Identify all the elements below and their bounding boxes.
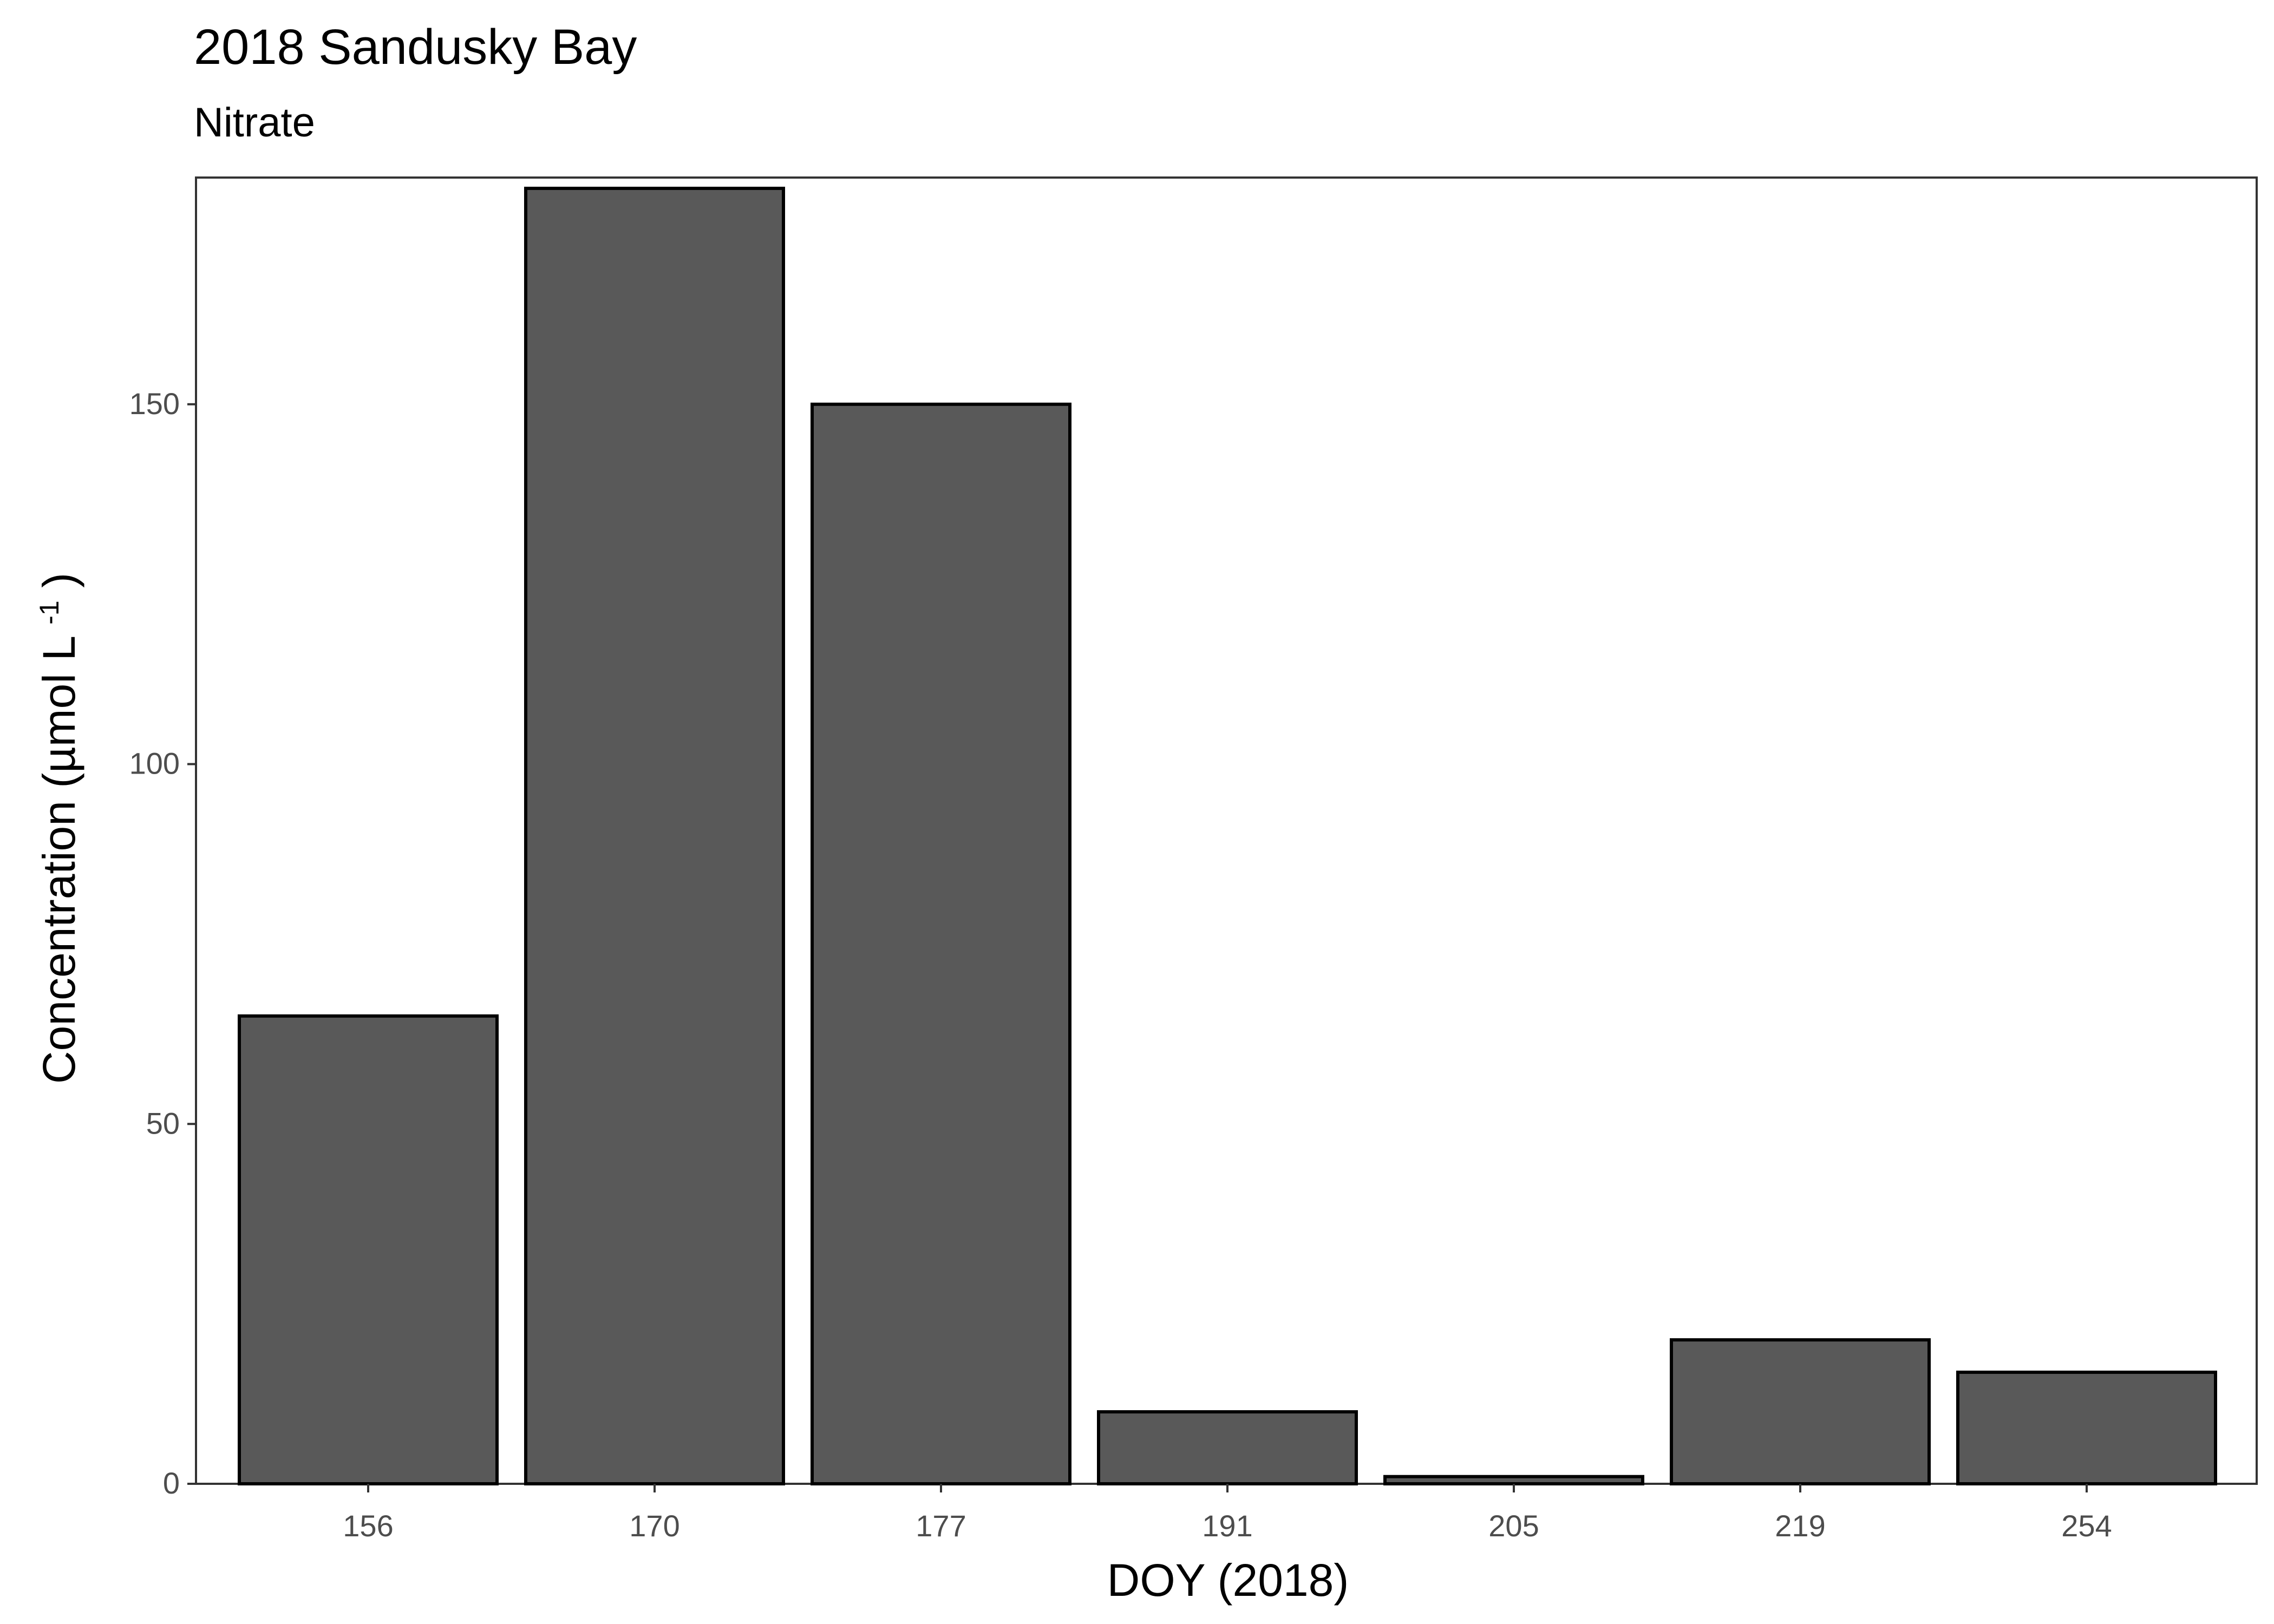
y-axis-title: Concentration (µmol L -1 ) xyxy=(17,573,84,1084)
x-tick-label-254: 254 xyxy=(2061,1509,2112,1543)
bar-191 xyxy=(1097,1410,1358,1485)
chart-subtitle: Nitrate xyxy=(194,100,315,146)
x-tick-label-177: 177 xyxy=(916,1509,966,1543)
bar-254 xyxy=(1956,1370,2217,1486)
bar-156 xyxy=(238,1014,499,1485)
y-axis-title-main: Concentration (µmol L xyxy=(34,637,84,1084)
x-axis-title: DOY (2018) xyxy=(1107,1555,1349,1606)
x-tick-label-219: 219 xyxy=(1775,1509,1825,1543)
bar-177 xyxy=(811,402,1071,1485)
x-tick-label-191: 191 xyxy=(1202,1509,1252,1543)
chart-title: 2018 Sandusky Bay xyxy=(194,19,637,75)
y-axis-title-close: ) xyxy=(34,573,84,588)
y-tick-label-50: 50 xyxy=(146,1106,180,1140)
bar-205 xyxy=(1383,1475,1644,1486)
y-tick-label-150: 150 xyxy=(129,387,180,421)
plot-area: 0 50 100 150 156 170 177 191 205 219 254 xyxy=(129,176,2258,1543)
plot-panel-border xyxy=(195,176,2258,1485)
bar-170 xyxy=(524,186,785,1485)
y-axis-title-superscript: -1 xyxy=(34,600,64,624)
y-tick-label-0: 0 xyxy=(163,1466,180,1500)
y-tick-label-100: 100 xyxy=(129,746,180,781)
bar-219 xyxy=(1670,1338,1931,1486)
x-tick-label-205: 205 xyxy=(1488,1509,1539,1543)
x-tick-label-156: 156 xyxy=(343,1509,393,1543)
x-tick-label-170: 170 xyxy=(629,1509,679,1543)
